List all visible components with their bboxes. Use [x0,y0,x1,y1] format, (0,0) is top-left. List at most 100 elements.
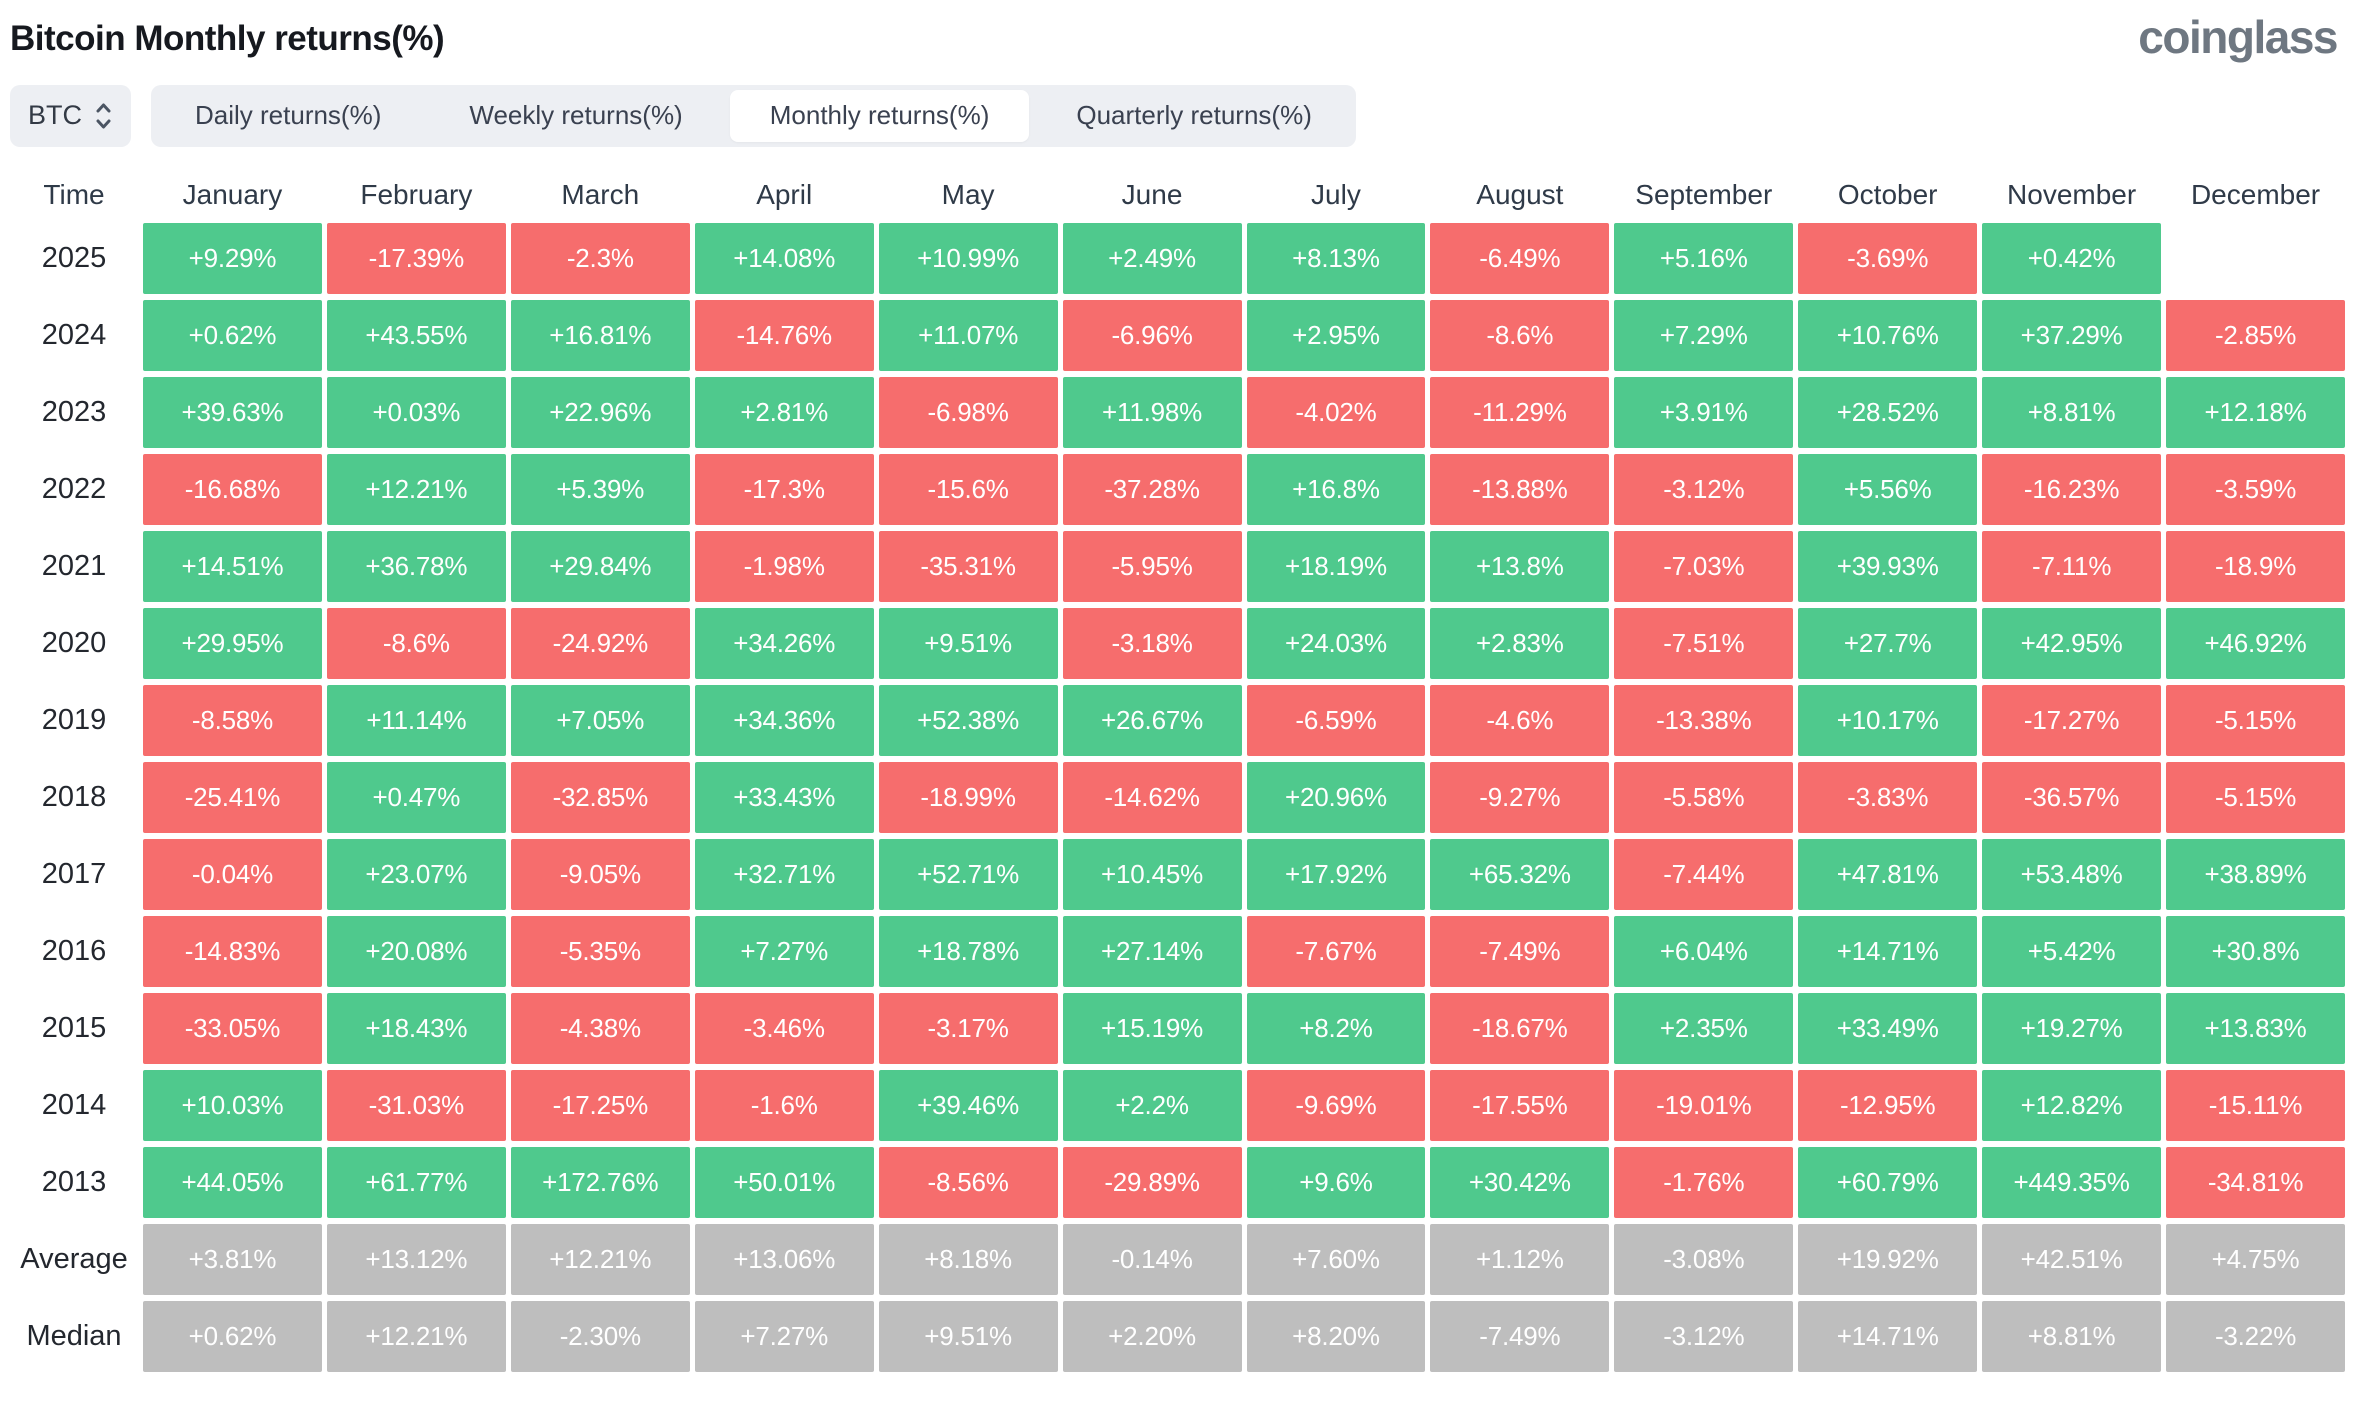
tab-daily-returns[interactable]: Daily returns(%) [195,100,382,131]
row-label: Median [26,1319,122,1352]
time-column-header: Time [43,178,105,210]
return-cell: +8.20% [1246,1300,1426,1372]
return-cell: +42.51% [1982,1223,2162,1295]
return-cell: +19.92% [1798,1223,1978,1295]
month-column-header: January [182,178,283,210]
return-cell: +0.62% [143,299,322,371]
return-cell: -0.14% [1062,1223,1242,1295]
return-cell: -4.38% [510,992,690,1064]
month-column-header: November [2007,178,2137,210]
return-cell: +12.21% [326,453,506,525]
return-cell: -3.17% [878,992,1058,1064]
return-cell: +39.63% [143,376,322,448]
return-cell: -13.88% [1430,453,1610,525]
return-cell: +28.52% [1798,376,1978,448]
return-cell: +13.12% [326,1223,506,1295]
return-cell: +12.21% [510,1223,690,1295]
return-cell: +0.47% [326,761,506,833]
return-cell: +26.67% [1062,684,1242,756]
return-cell: +30.8% [2166,915,2345,987]
month-column-header: December [2190,178,2321,210]
return-cell: +20.96% [1246,761,1426,833]
return-cell: -14.83% [143,915,322,987]
return-cell: +449.35% [1982,1146,2162,1218]
return-cell: +14.08% [694,222,874,294]
return-cell: +53.48% [1982,838,2162,910]
return-cell: -5.58% [1614,761,1794,833]
return-cell: +12.18% [2166,376,2345,448]
return-cell: -17.39% [326,222,506,294]
return-cell: +42.95% [1982,607,2162,679]
return-cell: +18.78% [878,915,1058,987]
return-cell: +17.92% [1246,838,1426,910]
return-cell: -3.18% [1062,607,1242,679]
return-cell: +12.21% [326,1300,506,1372]
return-cell: +2.81% [694,376,874,448]
return-cell: -18.67% [1430,992,1610,1064]
return-cell [2166,223,2345,294]
return-cell: -7.03% [1614,530,1794,602]
return-cell: +11.07% [878,299,1058,371]
return-cell: +34.36% [694,684,874,756]
return-cell: -3.12% [1614,453,1794,525]
row-label: Average [20,1242,128,1275]
return-cell: -19.01% [1614,1069,1794,1141]
return-cell: -6.96% [1062,299,1242,371]
return-cell: +8.13% [1246,222,1426,294]
return-cell: +61.77% [326,1146,506,1218]
return-cell: -16.68% [143,453,322,525]
coinglass-logo: coinglass [2138,11,2338,63]
return-cell: -8.58% [143,684,322,756]
return-cell: +11.98% [1062,376,1242,448]
month-column-header: April [756,178,813,210]
return-cell: -34.81% [2166,1146,2345,1218]
row-label: 2013 [41,1165,107,1198]
tab-monthly-returns[interactable]: Monthly returns(%) [729,89,1030,142]
return-cell: +2.95% [1246,299,1426,371]
return-cell: -7.44% [1614,838,1794,910]
symbol-select[interactable]: BTC [10,84,131,147]
return-cell: +13.8% [1430,530,1610,602]
return-cell: +47.81% [1798,838,1978,910]
return-cell: +2.83% [1430,607,1610,679]
return-cell: +8.2% [1246,992,1426,1064]
return-cell: +7.27% [694,1300,874,1372]
return-cell: -5.95% [1062,530,1242,602]
return-cell: -1.76% [1614,1146,1794,1218]
return-cell: +8.18% [878,1223,1058,1295]
return-cell: +2.49% [1062,222,1242,294]
return-cell: +46.92% [2166,607,2345,679]
return-cell: -7.67% [1246,915,1426,987]
return-cell: -3.69% [1798,222,1978,294]
return-cell: -33.05% [143,992,322,1064]
return-cell: +30.42% [1430,1146,1610,1218]
return-cell: +5.16% [1614,222,1794,294]
return-cell: +6.04% [1614,915,1794,987]
return-cell: -9.69% [1246,1069,1426,1141]
return-cell: -8.6% [1430,299,1610,371]
return-cell: +43.55% [326,299,506,371]
return-cell: -31.03% [326,1069,506,1141]
updown-icon [94,101,113,131]
tab-quarterly-returns[interactable]: Quarterly returns(%) [1076,100,1312,131]
return-cell: +22.96% [510,376,690,448]
return-cell: -4.6% [1430,684,1610,756]
month-column-header: August [1476,178,1564,210]
return-cell: -17.3% [694,453,874,525]
return-cell: -13.38% [1614,684,1794,756]
row-label: 2016 [41,934,107,967]
row-label: 2022 [41,472,107,505]
row-label: 2025 [41,241,107,274]
row-label: 2024 [41,318,107,351]
return-cell: +14.71% [1798,915,1978,987]
return-cell: -7.49% [1430,915,1610,987]
return-cell: +10.45% [1062,838,1242,910]
return-cell: -6.59% [1246,684,1426,756]
tab-weekly-returns[interactable]: Weekly returns(%) [469,100,683,131]
return-cell: +2.2% [1062,1069,1242,1141]
return-cell: -3.22% [2166,1300,2345,1372]
return-cell: -25.41% [143,761,322,833]
return-cell: +60.79% [1798,1146,1978,1218]
return-cell: -17.27% [1982,684,2162,756]
return-cell: -8.6% [326,607,506,679]
